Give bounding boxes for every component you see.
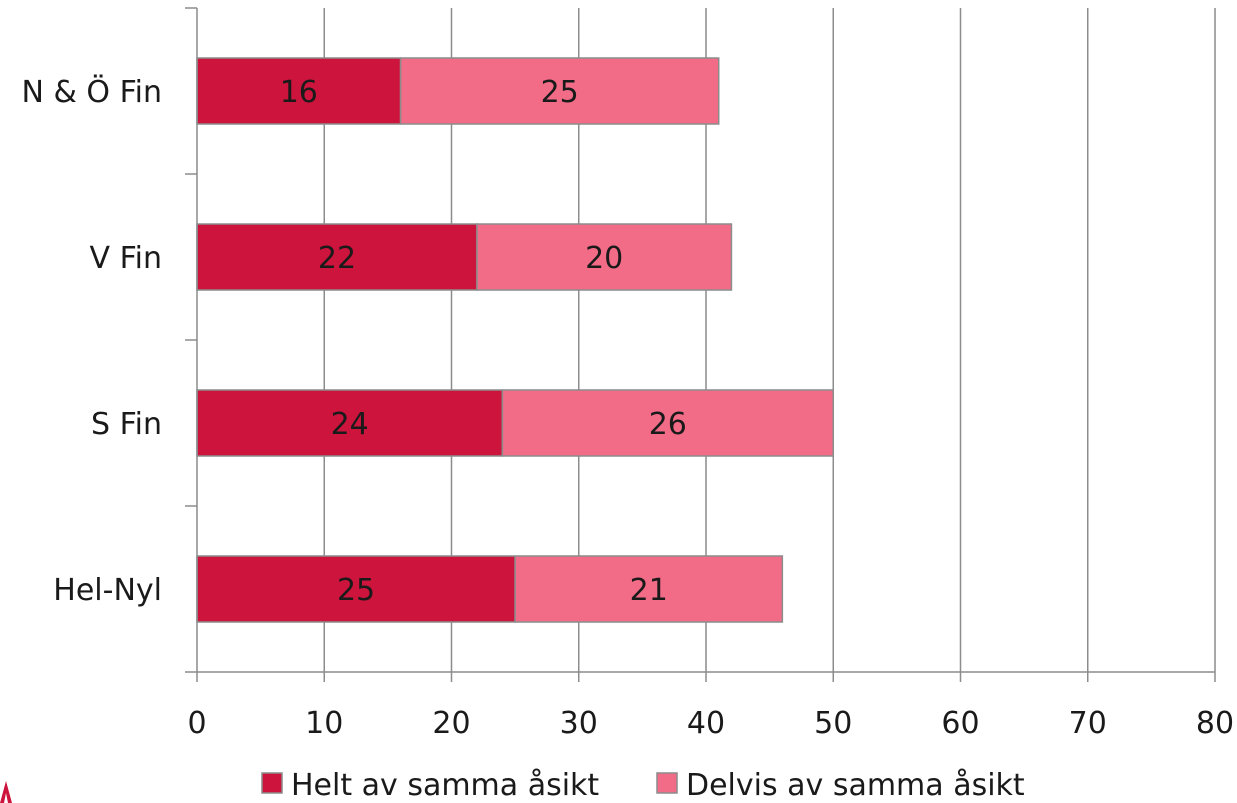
data-label-delvis-3: 21 — [630, 573, 668, 608]
legend-label-delvis: Delvis av samma åsikt — [686, 768, 1025, 803]
data-label-helt-3: 25 — [337, 573, 375, 608]
data-label-delvis-2: 26 — [649, 407, 687, 442]
data-label-helt-1: 22 — [318, 241, 356, 276]
legend-swatch-helt — [261, 772, 283, 794]
legend-label-helt: Helt av samma åsikt — [291, 768, 599, 803]
x-tick-label-0: 0 — [187, 706, 206, 741]
x-tick-label-50: 50 — [814, 706, 852, 741]
bar-helt-3 — [196, 555, 516, 623]
x-tick-labels: 0 10 20 30 40 50 60 70 80 — [187, 706, 1234, 741]
legend-swatch-delvis — [656, 772, 678, 794]
x-tick-label-60: 60 — [941, 706, 979, 741]
data-label-helt-0: 16 — [280, 75, 318, 110]
data-label-delvis-1: 20 — [585, 241, 623, 276]
category-label-0: N & Ö Fin — [22, 74, 162, 110]
category-label-1: V Fin — [90, 241, 162, 276]
bars: 16 25 22 20 24 26 25 21 — [196, 57, 834, 623]
data-label-delvis-0: 25 — [541, 75, 579, 110]
bar-delvis-1 — [476, 223, 733, 291]
x-tick-label-40: 40 — [687, 706, 725, 741]
category-label-2: S Fin — [91, 407, 162, 442]
x-tick-label-30: 30 — [560, 706, 598, 741]
x-tick-label-80: 80 — [1196, 706, 1234, 741]
data-label-helt-2: 24 — [331, 407, 369, 442]
legend: Helt av samma åsikt Delvis av samma åsikt — [261, 768, 1025, 803]
x-tick-label-10: 10 — [305, 706, 343, 741]
category-label-3: Hel-Nyl — [53, 573, 162, 608]
axes — [185, 7, 1216, 682]
x-tick-label-20: 20 — [432, 706, 470, 741]
bar-delvis-2 — [501, 389, 834, 457]
corner-logo-fragment — [0, 781, 12, 803]
bar-delvis-3 — [514, 555, 784, 623]
x-tick-label-70: 70 — [1069, 706, 1107, 741]
category-labels: N & Ö Fin V Fin S Fin Hel-Nyl — [22, 74, 162, 608]
bar-delvis-0 — [399, 57, 720, 125]
